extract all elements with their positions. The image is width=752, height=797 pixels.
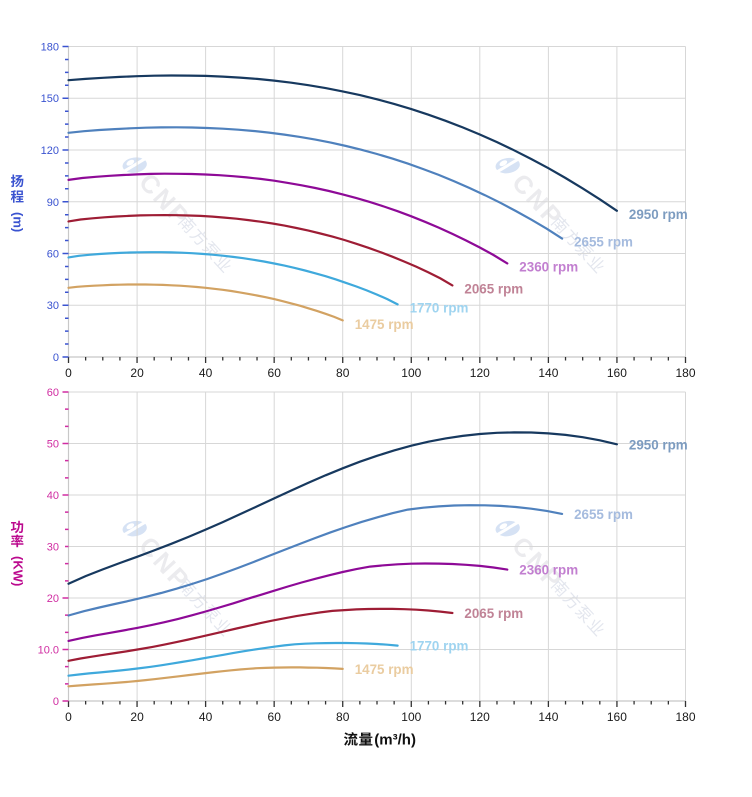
svg-text:80: 80	[336, 710, 350, 724]
svg-text:150: 150	[41, 93, 59, 105]
svg-text:50: 50	[47, 439, 59, 451]
svg-text:2360 rpm: 2360 rpm	[519, 563, 578, 578]
svg-text:180: 180	[41, 42, 59, 54]
svg-text:60: 60	[268, 710, 282, 724]
svg-text:2950 rpm: 2950 rpm	[629, 438, 688, 453]
svg-text:60: 60	[47, 387, 59, 399]
svg-text:90: 90	[47, 197, 59, 209]
svg-text:(KW): (KW)	[11, 556, 26, 586]
svg-text:2360 rpm: 2360 rpm	[519, 260, 578, 275]
svg-text:160: 160	[607, 366, 627, 380]
svg-text:80: 80	[336, 366, 350, 380]
svg-text:0: 0	[53, 352, 59, 364]
svg-text:2065 rpm: 2065 rpm	[464, 282, 523, 297]
svg-text:120: 120	[470, 710, 490, 724]
svg-text:2655 rpm: 2655 rpm	[574, 235, 633, 250]
svg-text:(m): (m)	[11, 212, 26, 232]
svg-text:20: 20	[130, 710, 144, 724]
svg-text:140: 140	[538, 710, 558, 724]
svg-text:120: 120	[470, 366, 490, 380]
svg-text:2950 rpm: 2950 rpm	[629, 207, 688, 222]
svg-text:1770 rpm: 1770 rpm	[410, 301, 469, 316]
svg-text:100: 100	[401, 710, 421, 724]
svg-text:60: 60	[47, 249, 59, 261]
svg-text:1770 rpm: 1770 rpm	[410, 639, 469, 654]
svg-text:30: 30	[47, 300, 59, 312]
svg-text:1475 rpm: 1475 rpm	[355, 317, 414, 332]
svg-text:160: 160	[607, 710, 627, 724]
svg-text:180: 180	[675, 366, 695, 380]
svg-text:40: 40	[47, 490, 59, 502]
svg-text:0: 0	[65, 366, 72, 380]
svg-text:120: 120	[41, 145, 59, 157]
svg-text:20: 20	[130, 366, 144, 380]
svg-text:60: 60	[268, 366, 282, 380]
svg-text:1475 rpm: 1475 rpm	[355, 662, 414, 677]
svg-text:40: 40	[199, 366, 213, 380]
svg-text:0: 0	[65, 710, 72, 724]
svg-text:(m³/h): (m³/h)	[374, 732, 416, 749]
svg-text:180: 180	[675, 710, 695, 724]
svg-text:40: 40	[199, 710, 213, 724]
svg-text:30: 30	[47, 542, 59, 554]
svg-text:140: 140	[538, 366, 558, 380]
svg-text:2655 rpm: 2655 rpm	[574, 507, 633, 522]
svg-text:20: 20	[47, 593, 59, 605]
svg-text:0: 0	[53, 696, 59, 708]
svg-text:2065 rpm: 2065 rpm	[464, 606, 523, 621]
svg-text:10.0: 10.0	[38, 645, 59, 657]
svg-text:100: 100	[401, 366, 421, 380]
